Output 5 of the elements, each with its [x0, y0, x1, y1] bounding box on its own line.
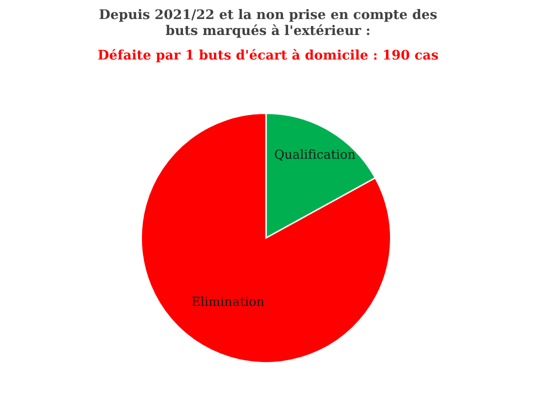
- slice-label: Qualification: [274, 149, 356, 161]
- slice-label: Elimination: [192, 296, 264, 306]
- chart-subtitle: Défaite par 1 buts d'écart à domicile : 190 cas: [98, 49, 438, 62]
- pie-slice: [140, 112, 392, 364]
- chart-title: Depuis 2021/22 et la non prise en compte des buts marqués à l'extérieur :: [100, 9, 437, 38]
